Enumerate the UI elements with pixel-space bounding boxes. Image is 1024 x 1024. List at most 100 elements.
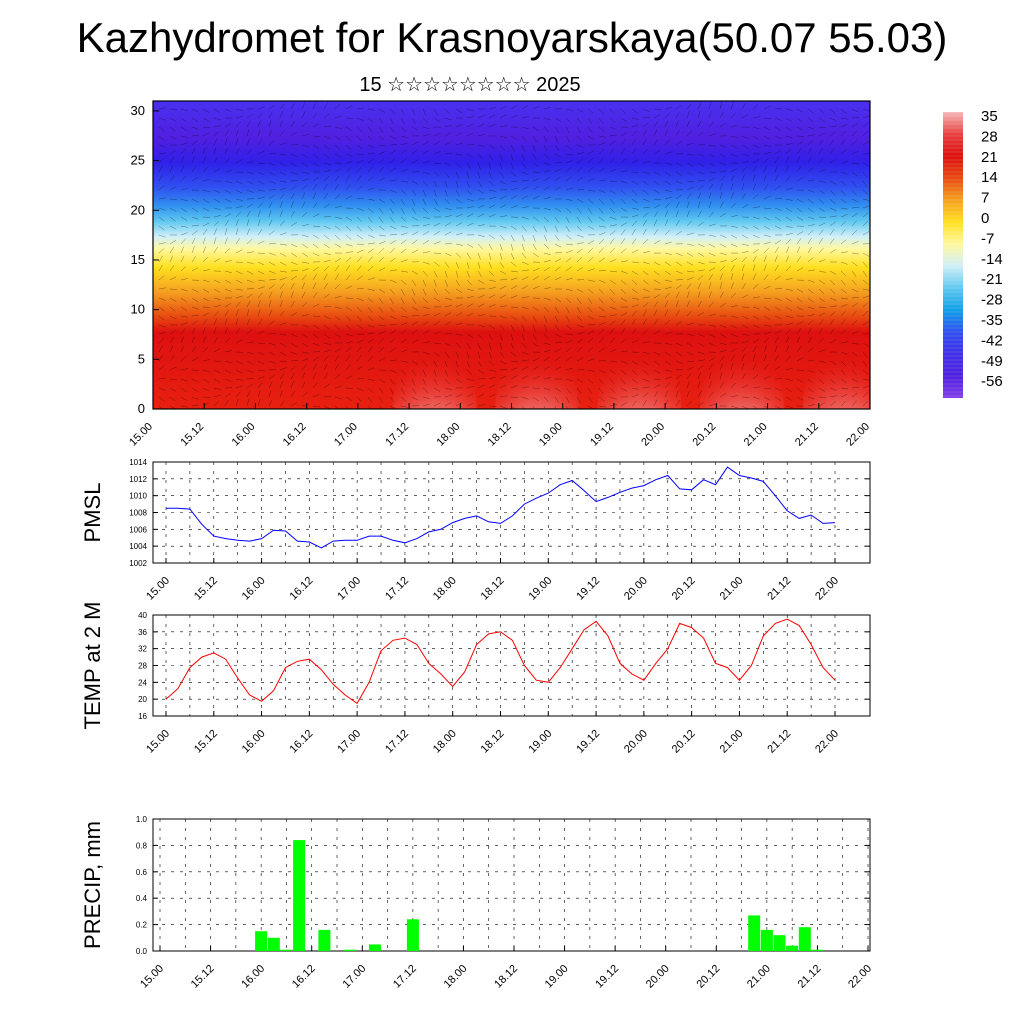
wind-barb [565,367,573,371]
wind-barb [488,304,496,308]
wind-barb [378,324,386,327]
wind-barb [686,277,694,281]
wind-barb [246,369,254,373]
wind-barb [268,189,277,191]
wind-barb [279,153,287,156]
wind-barb [378,331,386,335]
wind-barb [796,396,804,401]
wind-barb [730,363,734,371]
wind-barb [543,396,549,403]
wind-barb [499,234,505,241]
wind-barb [840,351,848,355]
wind-barb [400,270,408,273]
wind-barb [246,300,251,308]
wind-barb [323,315,331,320]
colorbar-label: 28 [981,128,998,145]
wind-barb [488,342,492,350]
wind-barb [741,114,749,119]
wind-barb [246,279,254,283]
wind-barb [268,279,277,281]
wind-barb [785,315,793,319]
wind-barb [840,400,846,407]
xtick-label: 20.00 [622,575,650,603]
wind-barb [532,126,540,131]
wind-barb [730,273,734,281]
wind-barb [356,175,362,182]
wind-barb [268,140,275,146]
wind-barb [323,396,332,398]
wind-barb [510,171,517,177]
wind-barb [444,342,452,347]
wind-barb [477,189,485,194]
wind-barb [389,387,394,395]
wind-barb [543,324,548,332]
wind-barb [444,189,448,197]
colorbar-label: -21 [981,271,1003,288]
wind-barb [565,144,572,150]
wind-barb [455,232,463,236]
wind-barb [587,240,595,245]
wind-barb [191,396,199,400]
xtick-label: 21.12 [765,728,793,756]
wind-barb [675,194,682,200]
wind-barb [257,229,263,236]
wind-barb [686,390,690,398]
wind-barb [851,351,858,357]
wind-barb [774,255,778,263]
wind-barb [818,312,826,317]
wind-barb [840,393,848,398]
wind-barb [697,359,705,362]
wind-barb [444,297,452,301]
wind-barb [741,384,749,389]
wind-barb [422,360,428,367]
wind-barb [774,288,783,290]
wind-barb [345,265,351,272]
xtick-label: 20.12 [670,728,698,756]
wind-barb [279,120,283,128]
colorbar-scale [943,112,963,398]
wind-barb [367,108,375,111]
wind-barb [697,351,705,355]
wind-barb [455,198,463,203]
wind-barb [389,144,398,146]
wind-barb [290,402,298,407]
y-axis-label: TEMP at 2 M [80,602,105,730]
wind-barb [763,255,767,263]
wind-barb [510,360,518,363]
wind-barb [609,320,616,326]
wind-barb [741,225,749,230]
wind-barb [235,189,243,194]
wind-barb [466,252,471,260]
wind-barb [268,230,275,236]
heatmap-xtick-label: 16.12 [281,421,309,449]
wind-barb [433,369,437,377]
chart-subtitle: 15 ☆☆☆☆☆☆☆☆ 2025 [359,74,581,96]
xtick-label: 22.00 [813,575,841,603]
wind-barb [246,149,253,155]
wind-barb [686,333,694,336]
wind-barb [400,322,408,326]
xtick-label: 19.00 [526,575,554,603]
wind-barb [257,240,265,245]
wind-barb [829,378,836,384]
wind-barb [675,129,680,137]
wind-barb [169,117,177,122]
wind-barb [169,378,178,380]
wind-barb [807,387,814,393]
wind-barb [477,351,481,359]
wind-barb [796,387,803,393]
wind-barb [301,144,309,148]
ytick-label: 36 [138,628,147,637]
wind-barb [818,337,824,344]
wind-barb [686,130,692,137]
wind-barb [851,241,859,245]
wind-barb [191,108,199,113]
wind-barb [378,241,386,245]
wind-barb [532,366,540,371]
wind-barb [323,259,331,263]
wind-barb [257,292,263,299]
wind-barb [653,198,662,200]
wind-barb [862,310,869,317]
wind-barb [422,387,429,394]
wind-barb [290,120,295,128]
